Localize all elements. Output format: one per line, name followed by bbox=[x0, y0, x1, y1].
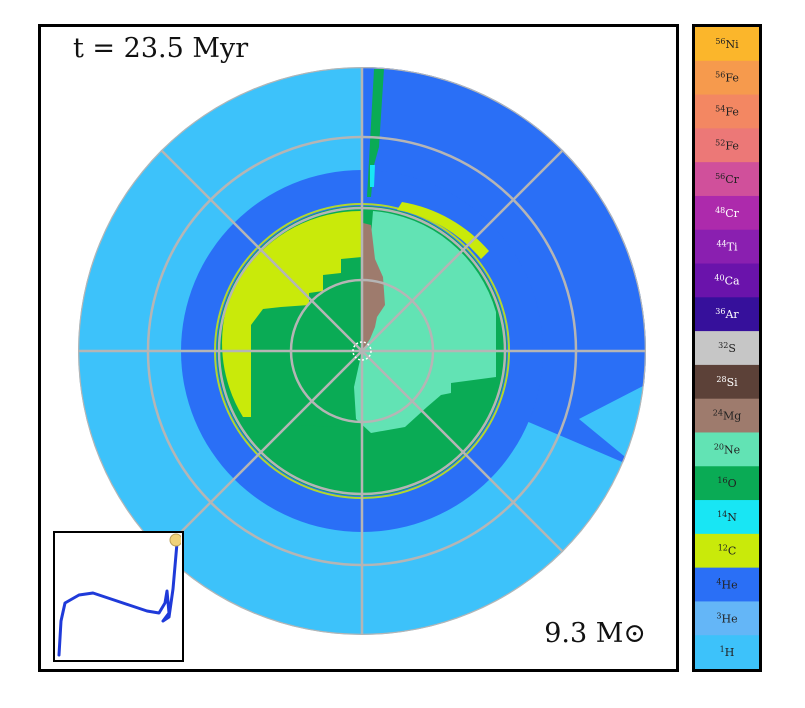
legend-item-56ni: 56Ni bbox=[695, 27, 759, 62]
legend-label: 52Fe bbox=[715, 138, 739, 152]
legend-label: 36Ar bbox=[715, 307, 739, 321]
legend-label: 28Si bbox=[716, 375, 738, 389]
legend-swatch bbox=[695, 27, 759, 62]
legend-swatch bbox=[695, 567, 759, 602]
legend-item-12c: 12C bbox=[695, 533, 759, 569]
legend-swatch bbox=[695, 94, 759, 129]
legend-swatch bbox=[695, 635, 759, 670]
legend-item-56cr: 56Cr bbox=[695, 162, 759, 197]
isotope-legend: 56Ni 56Fe 54Fe 52Fe 56Cr 48Cr 44Ti 40Ca 36Ar 32S 2… bbox=[692, 24, 762, 672]
legend-swatch bbox=[695, 500, 759, 535]
legend-label: 54Fe bbox=[715, 104, 739, 118]
legend-label: 16O bbox=[717, 476, 736, 490]
legend-item-54fe: 54Fe bbox=[695, 94, 759, 129]
legend-swatch bbox=[695, 364, 759, 400]
legend-item-1h: 1H bbox=[695, 635, 759, 670]
composition-chart bbox=[78, 67, 646, 635]
legend-label: 24Mg bbox=[713, 409, 742, 423]
legend-label: 32S bbox=[718, 341, 736, 355]
legend-item-40ca: 40Ca bbox=[695, 263, 759, 298]
legend-label: 44Ti bbox=[716, 240, 738, 254]
legend-label: 48Cr bbox=[715, 206, 740, 220]
hr-track-svg bbox=[57, 533, 183, 657]
legend-label: 14N bbox=[717, 510, 737, 524]
current-position-marker bbox=[169, 533, 183, 547]
legend-label: 56Ni bbox=[715, 37, 739, 51]
hr-track-inset bbox=[53, 531, 184, 662]
c12-right-arc bbox=[397, 202, 489, 259]
legend-swatch bbox=[695, 466, 759, 501]
legend-swatch bbox=[695, 162, 759, 197]
legend-item-14n: 14N bbox=[695, 500, 759, 535]
legend-swatch bbox=[695, 263, 759, 298]
mass-label: 9.3 M⊙ bbox=[544, 618, 646, 649]
evolution-track bbox=[57, 541, 179, 657]
composition-panel: t = 23.5 Myr bbox=[38, 24, 679, 672]
legend-item-3he: 3He bbox=[695, 601, 759, 636]
legend-swatch bbox=[695, 60, 759, 96]
legend-swatch bbox=[695, 195, 759, 231]
legend-item-44ti: 44Ti bbox=[695, 229, 759, 265]
legend-swatch bbox=[695, 128, 759, 163]
legend-item-32s: 32S bbox=[695, 331, 759, 366]
legend-label: 56Fe bbox=[715, 71, 739, 85]
legend-swatch bbox=[695, 297, 759, 332]
legend-item-4he: 4He bbox=[695, 567, 759, 602]
grid-spokes bbox=[78, 67, 646, 635]
legend-label: 1H bbox=[720, 645, 735, 659]
n14-tip bbox=[370, 165, 375, 187]
mg24-sliver bbox=[362, 223, 385, 351]
legend-item-24mg: 24Mg bbox=[695, 398, 759, 433]
legend-label: 20Ne bbox=[714, 442, 740, 456]
legend-swatch bbox=[695, 533, 759, 569]
legend-label: 12C bbox=[718, 544, 737, 558]
legend-swatch bbox=[695, 432, 759, 467]
legend-swatch bbox=[695, 229, 759, 265]
legend-item-48cr: 48Cr bbox=[695, 195, 759, 231]
legend-item-36ar: 36Ar bbox=[695, 297, 759, 332]
legend-label: 56Cr bbox=[715, 172, 740, 186]
legend-label: 3He bbox=[716, 611, 737, 625]
legend-label: 40Ca bbox=[714, 273, 740, 287]
o16-left-steps bbox=[251, 257, 362, 427]
time-label: t = 23.5 Myr bbox=[73, 33, 249, 64]
legend-label: 4He bbox=[716, 578, 737, 592]
legend-swatch bbox=[695, 331, 759, 366]
legend-swatch bbox=[695, 601, 759, 636]
legend-item-56fe: 56Fe bbox=[695, 60, 759, 96]
legend-item-16o: 16O bbox=[695, 466, 759, 501]
center-marker bbox=[352, 341, 372, 361]
legend-item-28si: 28Si bbox=[695, 364, 759, 400]
legend-item-20ne: 20Ne bbox=[695, 432, 759, 467]
legend-svg: 56Ni 56Fe 54Fe 52Fe 56Cr 48Cr 44Ti 40Ca 36Ar 32S 2… bbox=[695, 27, 759, 670]
legend-swatch bbox=[695, 398, 759, 433]
legend-item-52fe: 52Fe bbox=[695, 128, 759, 163]
